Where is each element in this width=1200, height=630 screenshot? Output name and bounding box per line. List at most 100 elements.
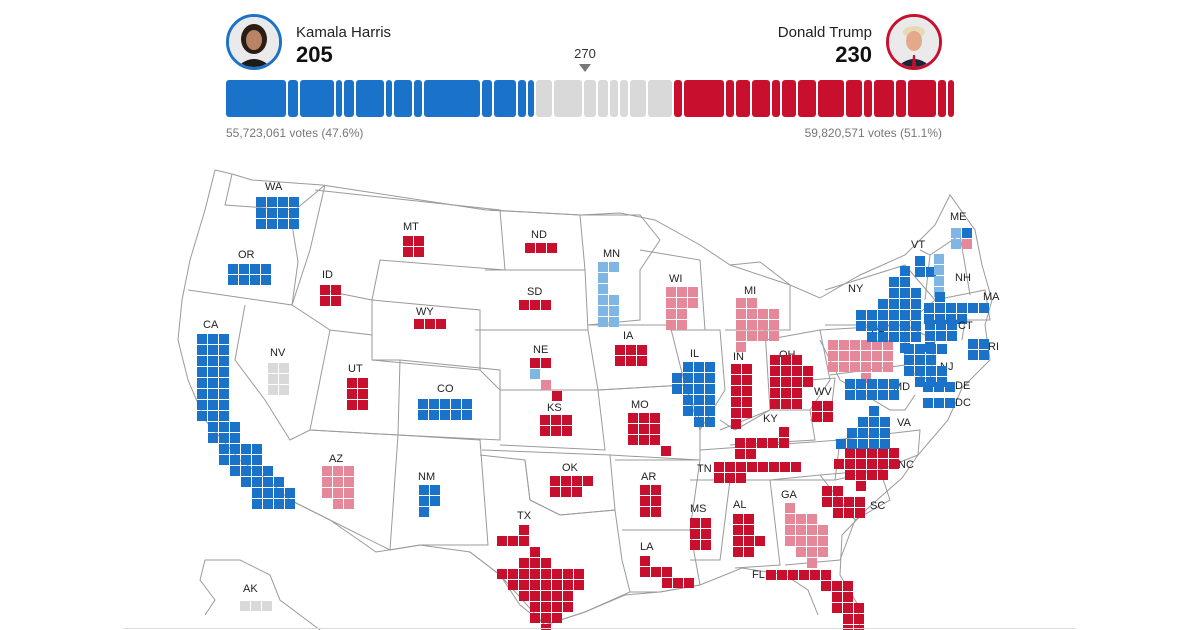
electoral-vote-cell	[508, 536, 518, 546]
state-label: KY	[763, 413, 778, 425]
state-ok[interactable]: OK	[550, 462, 593, 497]
state-ak[interactable]: AK	[240, 583, 272, 611]
electoral-vote-cell	[219, 389, 229, 399]
state-ri[interactable]: RI	[968, 339, 999, 360]
electoral-vote-cell	[197, 378, 207, 388]
electoral-vote-cell	[979, 339, 989, 349]
bar-segment-rep	[684, 80, 724, 117]
state-tx[interactable]: TX	[497, 510, 584, 630]
electoral-vote-cell	[725, 473, 735, 483]
state-sc[interactable]: SC	[822, 486, 885, 518]
state-ct[interactable]: CT	[925, 320, 973, 352]
state-dc[interactable]: DC	[923, 397, 971, 409]
electoral-vote-cell	[883, 362, 893, 372]
electoral-vote-cell	[530, 547, 540, 557]
state-ma[interactable]: MA	[924, 291, 1000, 324]
electoral-vote-cell	[878, 390, 888, 400]
state-wy[interactable]: WY	[414, 306, 446, 329]
electoral-vote-cell	[812, 412, 822, 422]
electoral-vote-cell	[541, 613, 551, 623]
state-nd[interactable]: ND	[525, 229, 557, 253]
state-va[interactable]: VA	[836, 406, 912, 449]
state-ga[interactable]: GA	[781, 489, 828, 568]
state-la[interactable]: LA	[640, 541, 694, 588]
electoral-vote-cell	[333, 466, 343, 476]
electoral-vote-cell	[867, 310, 877, 320]
state-or[interactable]: OR	[228, 249, 271, 285]
electoral-vote-cell	[889, 459, 899, 469]
electoral-vote-cell	[650, 435, 660, 445]
electoral-vote-cell	[550, 476, 560, 486]
state-ms[interactable]: MS	[690, 503, 711, 550]
electoral-vote-cell	[240, 601, 250, 611]
state-id[interactable]: ID	[320, 269, 341, 306]
electoral-vote-cell	[219, 411, 229, 421]
state-vt[interactable]: VT	[911, 239, 936, 277]
state-wa[interactable]: WA	[256, 181, 299, 229]
electoral-vote-cell	[904, 366, 914, 376]
state-sd[interactable]: SD	[519, 286, 551, 310]
state-wi[interactable]: WI	[666, 273, 698, 330]
electoral-vote-cell	[731, 397, 741, 407]
bar-segment-dem	[518, 80, 526, 117]
state-fl[interactable]: FL	[752, 569, 864, 630]
state-label: RI	[988, 341, 999, 353]
electoral-vote-cell	[770, 355, 780, 365]
state-co[interactable]: CO	[418, 383, 472, 420]
state-nj[interactable]: NJ	[904, 344, 953, 387]
state-ut[interactable]: UT	[347, 363, 368, 410]
electoral-vote-cell	[662, 567, 672, 577]
state-ia[interactable]: IA	[615, 330, 647, 366]
electoral-vote-cell	[628, 424, 638, 434]
state-nm[interactable]: NM	[418, 471, 440, 517]
state-wv[interactable]: WV	[812, 386, 833, 422]
state-az[interactable]: AZ	[322, 453, 354, 509]
electoral-vote-cell	[626, 345, 636, 355]
state-in[interactable]: IN	[731, 351, 752, 429]
electoral-vote-cell	[945, 398, 955, 408]
electoral-vote-cell	[261, 275, 271, 285]
electoral-vote-cell	[880, 417, 890, 427]
state-mn[interactable]: MN	[598, 248, 620, 327]
electoral-vote-cell	[926, 366, 936, 376]
electoral-vote-cell	[878, 379, 888, 389]
state-al[interactable]: AL	[733, 499, 765, 557]
state-nv[interactable]: NV	[268, 347, 289, 395]
state-de[interactable]: DE	[923, 380, 970, 392]
state-mi[interactable]: MI	[736, 285, 779, 352]
state-tn[interactable]: TN	[697, 462, 801, 483]
bar-segment-dem	[344, 80, 354, 117]
state-ky[interactable]: KY	[735, 413, 789, 459]
electoral-vote-cell	[911, 321, 921, 331]
state-md[interactable]: MD	[845, 379, 910, 400]
state-ca[interactable]: CA	[197, 319, 295, 509]
electoral-vote-cell	[867, 459, 877, 469]
electoral-vote-cell	[208, 345, 218, 355]
electoral-vote-cell	[230, 455, 240, 465]
state-il[interactable]: IL	[672, 348, 715, 427]
state-nc[interactable]: NC	[834, 448, 914, 491]
state-ks[interactable]: KS	[540, 402, 572, 436]
state-label: WA	[265, 181, 283, 193]
bar-segment-rep	[908, 80, 936, 117]
state-me[interactable]: ME	[950, 211, 972, 249]
state-label: CT	[958, 320, 973, 332]
state-oh[interactable]: OH	[770, 349, 813, 409]
electoral-vote-cell	[626, 356, 636, 366]
state-label: IL	[690, 348, 699, 360]
electoral-vote-cell	[462, 410, 472, 420]
electoral-vote-cell	[796, 525, 806, 535]
electoral-vote-cell	[219, 345, 229, 355]
electoral-vote-cell	[736, 462, 746, 472]
state-ne[interactable]: NE	[530, 344, 562, 401]
electoral-vote-cell	[823, 412, 833, 422]
state-label: LA	[640, 541, 654, 553]
electoral-vote-cell	[451, 399, 461, 409]
state-nh[interactable]: NH	[934, 254, 971, 297]
state-mt[interactable]: MT	[403, 221, 424, 257]
state-ar[interactable]: AR	[640, 471, 661, 517]
electoral-vote-cell	[915, 256, 925, 266]
electoral-vote-cell	[747, 462, 757, 472]
electoral-vote-cell	[844, 508, 854, 518]
state-mo[interactable]: MO	[628, 399, 671, 456]
